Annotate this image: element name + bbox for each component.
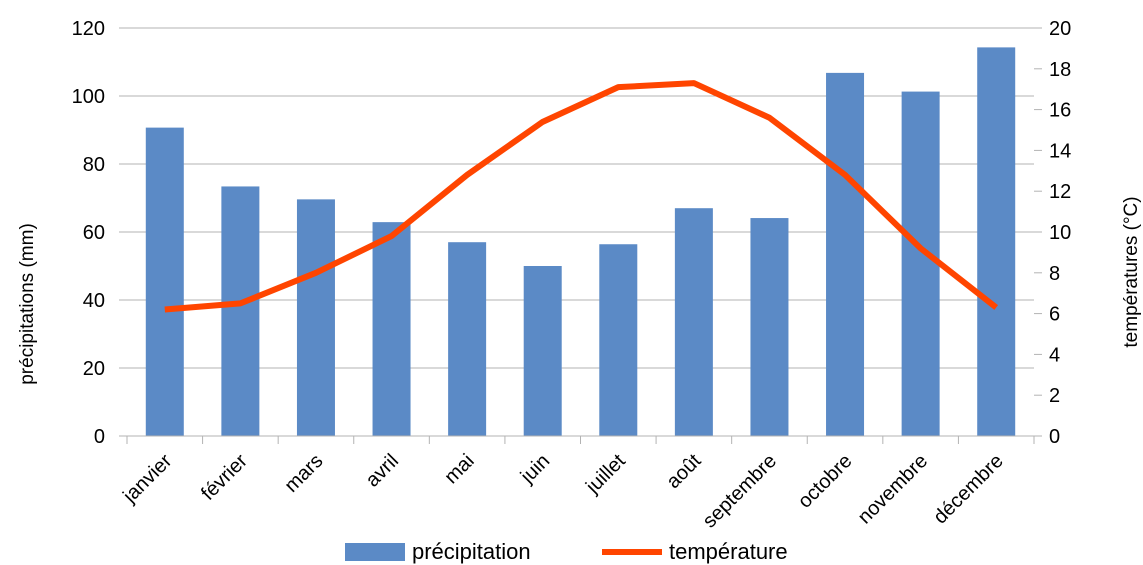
x-tick-label-3: avril — [362, 450, 403, 491]
left-tick-label-1: 20 — [83, 358, 105, 380]
right-tick-label-9: 18 — [1049, 59, 1071, 81]
bar-precipitation-3 — [372, 222, 411, 436]
x-tick-label-6: juillet — [581, 450, 630, 499]
left-tick-label-6: 120 — [72, 18, 105, 40]
x-tick-label-2: mars — [281, 450, 328, 497]
left-tick-label-4: 80 — [83, 154, 105, 176]
right-tick-label-0: 0 — [1049, 426, 1060, 448]
temperature-line — [164, 80, 999, 313]
legend-label-precipitation: précipitation — [412, 539, 531, 564]
left-tick-label-3: 60 — [83, 222, 105, 244]
right-tick-label-1: 2 — [1049, 385, 1060, 407]
bar-precipitation-6 — [599, 244, 638, 436]
axes — [119, 27, 1042, 444]
x-tick-label-1: février — [197, 450, 252, 505]
right-tick-label-6: 12 — [1049, 181, 1071, 203]
x-tick-label-0: janvier — [118, 450, 176, 508]
legend-label-temperature: température — [669, 539, 788, 564]
left-tick-label-5: 100 — [72, 86, 105, 108]
bar-precipitation-5 — [523, 266, 562, 436]
gridlines — [127, 27, 1034, 369]
x-axis-ticks: janvier février mars avril mai juin juillet aoû… — [118, 450, 1007, 533]
bar-precipitation-10 — [901, 91, 940, 436]
x-tick-label-11: décembre — [929, 450, 1007, 528]
legend: précipitation température — [345, 539, 788, 564]
bar-precipitation-1 — [221, 186, 260, 436]
right-tick-label-7: 14 — [1049, 140, 1071, 162]
bar-precipitation-0 — [145, 127, 184, 437]
x-tick-label-10: novembre — [854, 450, 932, 528]
bar-precipitation-7 — [674, 208, 713, 436]
bar-precipitation-2 — [296, 199, 335, 436]
bar-precipitation-11 — [977, 47, 1016, 436]
right-tick-label-5: 10 — [1049, 222, 1071, 244]
precipitation-bars — [145, 47, 1016, 437]
x-tick-label-4: mai — [440, 450, 478, 488]
right-tick-label-3: 6 — [1049, 304, 1060, 326]
right-tick-label-8: 16 — [1049, 100, 1071, 122]
right-tick-label-2: 4 — [1049, 344, 1060, 366]
x-tick-label-9: octobre — [794, 450, 857, 513]
x-tick-label-8: septembre — [699, 450, 781, 532]
left-tick-label-0: 0 — [94, 426, 105, 448]
bar-precipitation-8 — [750, 218, 789, 436]
right-axis-title: températures (°C) — [1121, 196, 1142, 347]
x-tick-label-5: juin — [516, 450, 554, 488]
right-tick-label-10: 20 — [1049, 18, 1071, 40]
x-tick-label-7: août — [662, 450, 705, 493]
left-tick-label-2: 40 — [83, 290, 105, 312]
bar-precipitation-9 — [826, 72, 865, 436]
left-axis-ticks: 0 20 40 60 80 100 120 — [72, 18, 105, 448]
right-axis-ticks: 0 2 4 6 8 10 12 14 16 18 20 — [1049, 18, 1071, 448]
left-axis-title: précipitations (mm) — [17, 223, 38, 385]
bar-precipitation-4 — [448, 242, 487, 436]
legend-swatch-precipitation — [345, 543, 405, 561]
right-tick-label-4: 8 — [1049, 263, 1060, 285]
temperature-line-group — [164, 80, 999, 313]
